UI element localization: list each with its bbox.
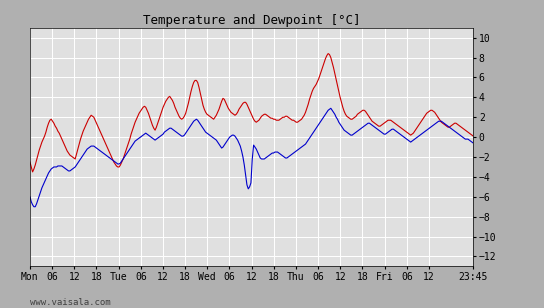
Title: Temperature and Dewpoint [°C]: Temperature and Dewpoint [°C] <box>143 14 360 26</box>
Text: www.vaisala.com: www.vaisala.com <box>30 298 110 307</box>
